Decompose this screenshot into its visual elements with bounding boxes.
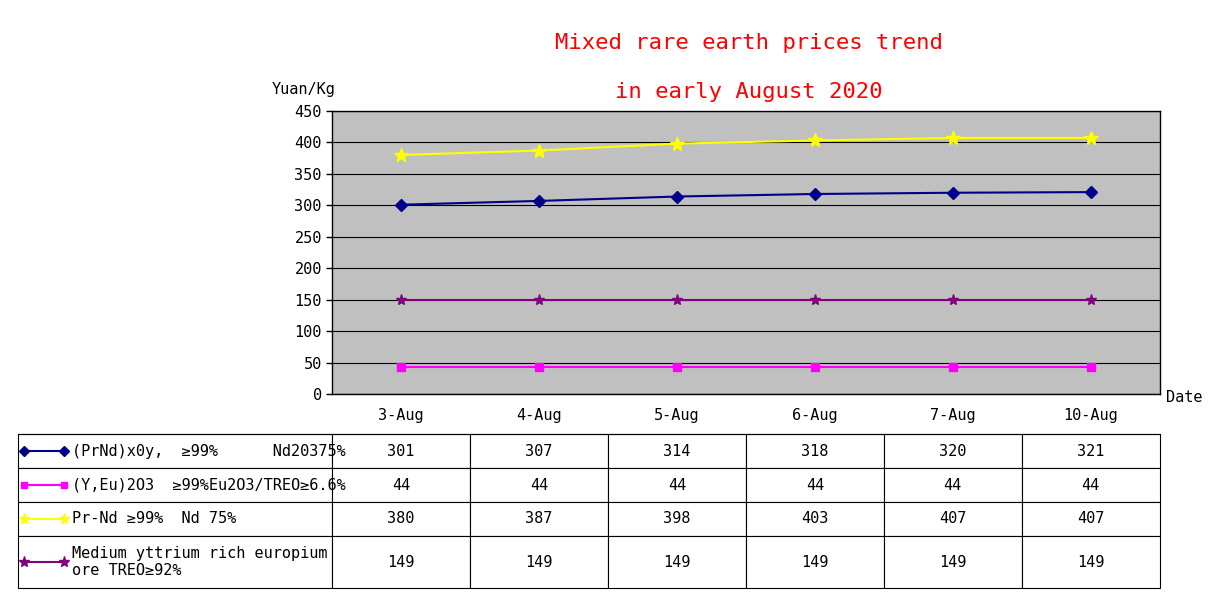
Text: Medium yttrium rich europium
ore TREO≥92%: Medium yttrium rich europium ore TREO≥92…	[72, 546, 329, 578]
Text: in early August 2020: in early August 2020	[615, 83, 883, 102]
Text: (PrNd)x0y,  ≥99%      Nd20375%: (PrNd)x0y, ≥99% Nd20375%	[72, 444, 347, 459]
Text: 6-Aug: 6-Aug	[792, 408, 837, 423]
Text: 7-Aug: 7-Aug	[930, 408, 976, 423]
Text: 387: 387	[525, 511, 553, 527]
Text: Pr-Nd ≥99%  Nd 75%: Pr-Nd ≥99% Nd 75%	[72, 511, 237, 527]
Text: 149: 149	[1078, 554, 1104, 570]
Text: 5-Aug: 5-Aug	[655, 408, 699, 423]
Text: Yuan/Kg: Yuan/Kg	[272, 82, 336, 97]
Text: 314: 314	[663, 444, 691, 459]
Text: 301: 301	[388, 444, 414, 459]
Text: 44: 44	[943, 477, 962, 493]
Text: 149: 149	[525, 554, 553, 570]
Text: 307: 307	[525, 444, 553, 459]
Text: 318: 318	[801, 444, 829, 459]
Text: 403: 403	[801, 511, 829, 527]
Text: 321: 321	[1078, 444, 1104, 459]
Text: 398: 398	[663, 511, 691, 527]
Text: 44: 44	[393, 477, 411, 493]
Text: (Y,Eu)2O3  ≥99%Eu2O3/TREO≥6.6%: (Y,Eu)2O3 ≥99%Eu2O3/TREO≥6.6%	[72, 477, 347, 493]
Text: 4-Aug: 4-Aug	[516, 408, 562, 423]
Text: 407: 407	[1078, 511, 1104, 527]
Text: 149: 149	[388, 554, 414, 570]
Text: 407: 407	[939, 511, 966, 527]
Text: 3-Aug: 3-Aug	[378, 408, 424, 423]
Text: 44: 44	[806, 477, 824, 493]
Text: 320: 320	[939, 444, 966, 459]
Text: 44: 44	[530, 477, 548, 493]
Text: 44: 44	[668, 477, 686, 493]
Text: 10-Aug: 10-Aug	[1063, 408, 1119, 423]
Text: 149: 149	[663, 554, 691, 570]
Text: 149: 149	[801, 554, 829, 570]
Text: Mixed rare earth prices trend: Mixed rare earth prices trend	[554, 33, 943, 53]
Text: Date: Date	[1166, 390, 1202, 405]
Text: 380: 380	[388, 511, 414, 527]
Text: 44: 44	[1081, 477, 1099, 493]
Text: 149: 149	[939, 554, 966, 570]
